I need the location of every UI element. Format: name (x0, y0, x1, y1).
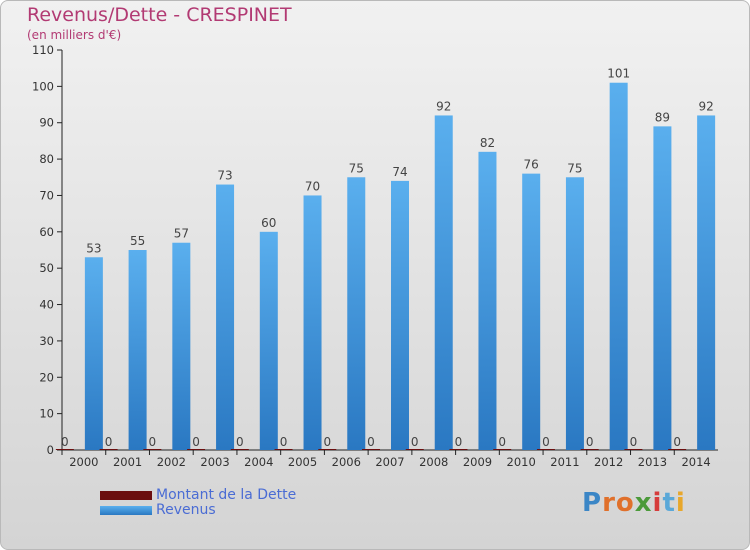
y-tick-label: 0 (47, 443, 54, 457)
x-tick-label: 2013 (638, 455, 667, 469)
bar-revenue (216, 184, 235, 450)
data-label-revenue: 75 (349, 161, 364, 175)
data-label-debt: 0 (586, 435, 594, 449)
x-tick-label: 2014 (681, 455, 710, 469)
legend-label-revenue: Revenus (156, 502, 216, 518)
bar-debt (493, 449, 512, 450)
x-tick-label: 2007 (375, 455, 404, 469)
data-label-debt: 0 (236, 435, 244, 449)
data-label-revenue: 92 (698, 99, 713, 113)
bar-revenue (84, 257, 103, 450)
y-tick-label: 70 (39, 188, 54, 202)
data-label-revenue: 92 (436, 99, 451, 113)
data-label-revenue: 89 (655, 110, 670, 124)
x-tick-label: 2002 (157, 455, 186, 469)
bar-debt (274, 449, 293, 450)
bar-debt (55, 449, 74, 450)
x-tick-label: 2004 (244, 455, 273, 469)
data-label-revenue: 101 (607, 67, 630, 81)
bar-revenue (434, 115, 453, 451)
y-tick-label: 30 (39, 334, 54, 348)
bar-revenue (522, 173, 541, 451)
data-label-revenue: 70 (305, 179, 320, 193)
bar-revenue (391, 180, 409, 450)
y-tick-label: 80 (39, 152, 54, 166)
y-tick-label: 20 (39, 370, 54, 384)
bar-debt (318, 449, 337, 450)
x-tick-label: 2008 (419, 455, 448, 469)
data-label-debt: 0 (411, 435, 419, 449)
data-label-revenue: 53 (86, 241, 101, 255)
legend-item-debt: Montant de la Dette (100, 487, 296, 503)
legend-swatch-debt (100, 490, 152, 500)
bar-revenue (347, 177, 366, 451)
y-tick-label: 50 (39, 261, 54, 275)
data-label-debt: 0 (61, 435, 69, 449)
bar-debt (143, 449, 162, 450)
y-tick-label: 60 (39, 225, 54, 239)
x-tick-label: 2003 (200, 455, 229, 469)
legend-item-revenue: Revenus (100, 502, 216, 518)
bar-revenue (128, 250, 147, 450)
bar-revenue (478, 151, 497, 450)
bar-revenue (565, 177, 584, 451)
x-tick-label: 2001 (113, 455, 142, 469)
y-tick-label: 10 (39, 407, 54, 421)
data-label-debt: 0 (498, 435, 506, 449)
data-label-revenue: 76 (524, 158, 539, 172)
data-label-debt: 0 (673, 435, 681, 449)
y-tick-label: 40 (39, 298, 54, 312)
data-label-debt: 0 (323, 435, 331, 449)
x-tick-label: 2006 (332, 455, 361, 469)
chart-title: Revenus/Dette - CRESPINET (27, 4, 292, 26)
data-label-debt: 0 (192, 435, 200, 449)
y-tick-label: 90 (39, 116, 54, 130)
bar-debt (230, 449, 249, 450)
bar-revenue (653, 126, 672, 450)
data-label-debt: 0 (542, 435, 550, 449)
data-label-revenue: 55 (130, 234, 145, 248)
data-label-revenue: 57 (174, 227, 189, 241)
data-label-debt: 0 (630, 435, 638, 449)
data-label-debt: 0 (455, 435, 463, 449)
bar-revenue (303, 195, 322, 450)
x-tick-label: 2005 (288, 455, 317, 469)
legend-label-debt: Montant de la Dette (156, 487, 297, 503)
bar-debt (449, 449, 468, 450)
data-label-revenue: 60 (261, 216, 276, 230)
legend-swatch-revenue (100, 505, 152, 515)
bar-revenue (172, 242, 191, 450)
x-tick-label: 2010 (507, 455, 536, 469)
data-label-debt: 0 (105, 435, 113, 449)
data-label-revenue: 74 (392, 165, 407, 179)
chart-subtitle: (en milliers d'€) (27, 28, 122, 42)
bar-debt (99, 449, 118, 450)
y-tick-label: 100 (32, 79, 54, 93)
proxiti-logo: Proxiti (582, 488, 686, 518)
x-tick-label: 2012 (594, 455, 623, 469)
data-label-revenue: 82 (480, 136, 495, 150)
bar-debt (668, 449, 687, 450)
bar-revenue (609, 82, 628, 451)
x-tick-label: 2000 (69, 455, 98, 469)
y-tick-label: 110 (32, 43, 54, 57)
data-label-debt: 0 (280, 435, 288, 449)
bar-revenue (259, 231, 278, 450)
bar-debt (624, 449, 643, 450)
data-label-revenue: 73 (217, 169, 232, 183)
x-tick-label: 2009 (463, 455, 492, 469)
data-label-revenue: 75 (567, 161, 582, 175)
bar-debt (187, 449, 206, 450)
x-tick-label: 2011 (550, 455, 579, 469)
bar-debt (405, 449, 424, 450)
data-label-debt: 0 (367, 435, 375, 449)
bar-debt (362, 449, 380, 450)
bar-revenue (697, 115, 716, 451)
bar-debt (580, 449, 599, 450)
data-label-debt: 0 (149, 435, 157, 449)
bar-debt (536, 449, 555, 450)
